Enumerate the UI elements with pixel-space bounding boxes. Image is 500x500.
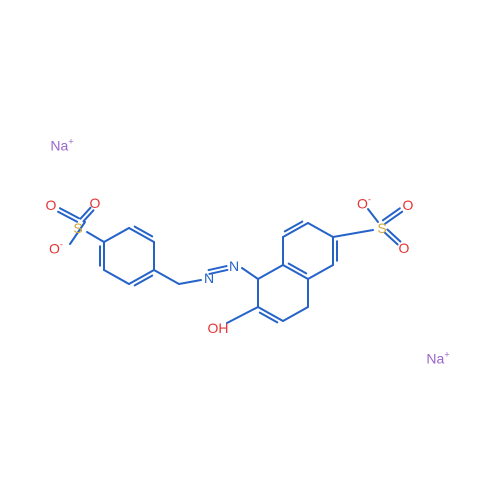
atom-n1: N bbox=[204, 270, 214, 286]
atom-o1a: O bbox=[46, 197, 57, 213]
molecule-diagram bbox=[0, 0, 500, 500]
atom-na1: Na+ bbox=[50, 137, 73, 154]
atom-na2: Na+ bbox=[426, 350, 449, 367]
atom-s1: S bbox=[73, 220, 82, 236]
atom-o2a: O- bbox=[357, 195, 371, 212]
atom-o2b: O bbox=[403, 197, 414, 213]
atom-o1b: O bbox=[90, 195, 101, 211]
atom-oh: OH bbox=[208, 320, 229, 336]
atom-o1c: O- bbox=[49, 240, 63, 257]
atom-o2c: O bbox=[399, 240, 410, 256]
atom-n2: N bbox=[229, 258, 239, 274]
atom-s2: S bbox=[377, 220, 386, 236]
